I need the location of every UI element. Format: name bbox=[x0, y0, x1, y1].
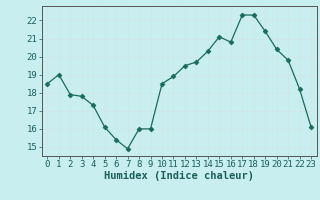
X-axis label: Humidex (Indice chaleur): Humidex (Indice chaleur) bbox=[104, 171, 254, 181]
